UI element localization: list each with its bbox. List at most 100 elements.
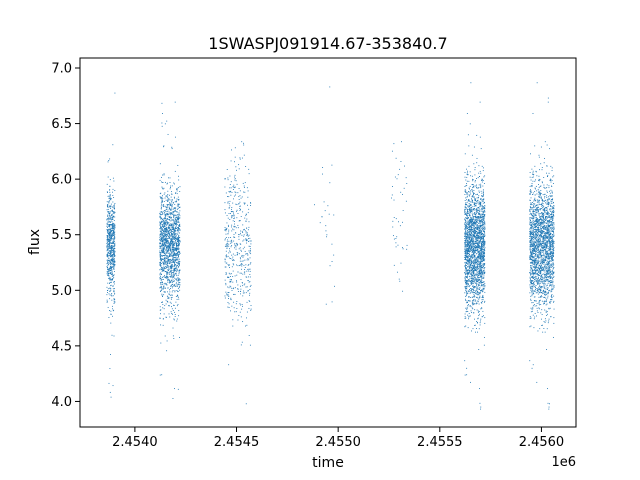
data-point: [466, 367, 468, 369]
data-point: [163, 235, 165, 237]
data-point: [466, 248, 468, 250]
data-point: [160, 268, 162, 270]
data-point: [171, 280, 173, 282]
data-point: [472, 238, 474, 240]
data-point: [476, 218, 478, 220]
data-point: [160, 220, 162, 222]
data-point: [480, 267, 482, 269]
data-point: [168, 272, 170, 274]
data-point: [110, 216, 112, 218]
data-point: [170, 270, 172, 272]
data-point: [483, 214, 485, 216]
data-point: [112, 246, 114, 247]
data-point: [477, 322, 478, 323]
data-point: [479, 237, 481, 239]
data-point: [110, 268, 112, 270]
data-point: [167, 266, 169, 268]
data-point: [109, 260, 111, 262]
data-point: [471, 270, 473, 272]
data-point: [483, 194, 485, 196]
data-point: [163, 224, 165, 226]
data-point: [476, 228, 478, 230]
data-point: [482, 284, 484, 286]
data-point: [168, 254, 170, 256]
data-point: [111, 246, 113, 248]
data-point: [481, 251, 483, 253]
data-point: [175, 259, 177, 261]
data-point: [174, 252, 176, 254]
data-point: [229, 279, 231, 281]
data-point: [249, 301, 251, 302]
data-point: [482, 228, 484, 230]
data-point: [171, 146, 173, 148]
data-point: [164, 263, 166, 265]
data-point: [228, 272, 230, 274]
data-point: [232, 276, 234, 278]
data-point: [170, 214, 172, 216]
data-point: [162, 113, 163, 114]
data-point: [468, 273, 470, 275]
data-point: [478, 238, 480, 240]
data-point: [176, 269, 178, 271]
data-point: [479, 271, 481, 273]
data-point: [161, 125, 163, 127]
data-point: [249, 257, 251, 259]
data-point: [167, 277, 169, 279]
data-point: [470, 274, 472, 275]
data-point: [170, 264, 172, 266]
data-point: [469, 228, 471, 230]
data-point: [110, 253, 112, 255]
data-point: [480, 302, 482, 303]
data-point: [474, 196, 475, 198]
data-point: [237, 265, 239, 267]
data-point: [470, 206, 472, 208]
data-point: [174, 314, 176, 315]
data-point: [469, 222, 471, 224]
data-point: [168, 305, 169, 307]
data-point: [475, 241, 477, 243]
data-point: [166, 236, 167, 238]
data-point: [481, 205, 483, 207]
data-point: [169, 261, 171, 263]
data-point: [473, 255, 475, 256]
data-point: [109, 236, 111, 238]
data-point: [325, 225, 327, 227]
data-point: [480, 246, 481, 248]
data-point: [241, 282, 243, 283]
data-point: [110, 238, 112, 240]
data-point: [474, 281, 476, 283]
data-point: [162, 224, 164, 226]
data-point: [178, 224, 180, 226]
data-point: [177, 251, 179, 253]
data-point: [473, 267, 474, 269]
data-point: [166, 250, 168, 251]
data-point: [466, 308, 468, 310]
data-point: [106, 246, 108, 248]
data-point: [164, 223, 165, 225]
data-point: [162, 242, 164, 244]
data-point: [109, 205, 111, 207]
data-point: [480, 237, 481, 239]
data-point: [478, 261, 480, 263]
data-point: [468, 220, 470, 222]
data-point: [112, 144, 114, 146]
data-point: [109, 267, 111, 269]
data-point: [161, 255, 163, 257]
data-point: [396, 178, 398, 180]
data-point: [163, 231, 165, 233]
data-point: [479, 201, 481, 203]
data-point: [174, 230, 176, 231]
data-point: [169, 252, 171, 254]
data-point: [237, 288, 239, 290]
data-point: [176, 249, 178, 250]
data-point: [164, 205, 166, 207]
data-point: [400, 191, 402, 193]
data-point: [163, 173, 165, 175]
data-point: [472, 215, 474, 217]
data-point: [240, 290, 242, 292]
data-point: [171, 212, 173, 214]
data-point: [226, 215, 228, 217]
data-point: [171, 235, 173, 237]
data-point: [484, 286, 486, 288]
data-point: [234, 245, 236, 247]
